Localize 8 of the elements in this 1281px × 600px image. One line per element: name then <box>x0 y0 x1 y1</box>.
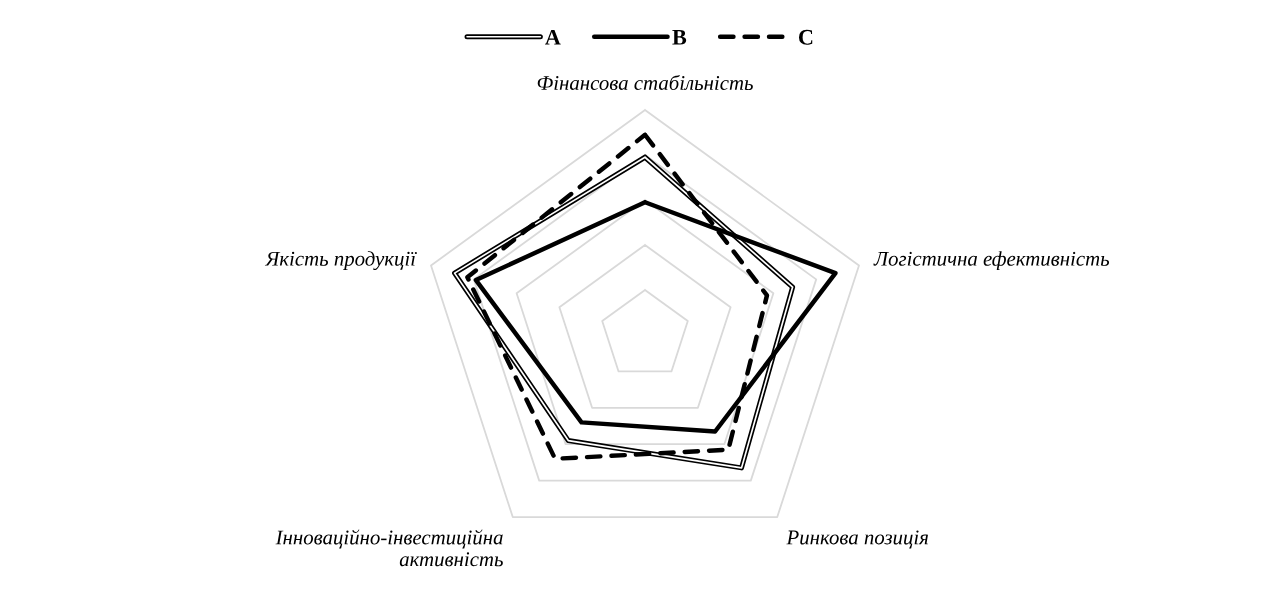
legend-label: C <box>799 29 813 45</box>
legend-label: A <box>545 29 561 45</box>
spoke-label: Логістична ефективність <box>873 251 1110 271</box>
spoke-label: Інноваційно-інвестиційна активність <box>275 529 503 567</box>
spoke-label: Якість продукції <box>264 251 417 271</box>
legend-label: B <box>672 30 687 45</box>
spoke-label: Фінансова стабільність <box>537 74 753 91</box>
spoke-label: Ринкова позиція <box>786 530 928 549</box>
